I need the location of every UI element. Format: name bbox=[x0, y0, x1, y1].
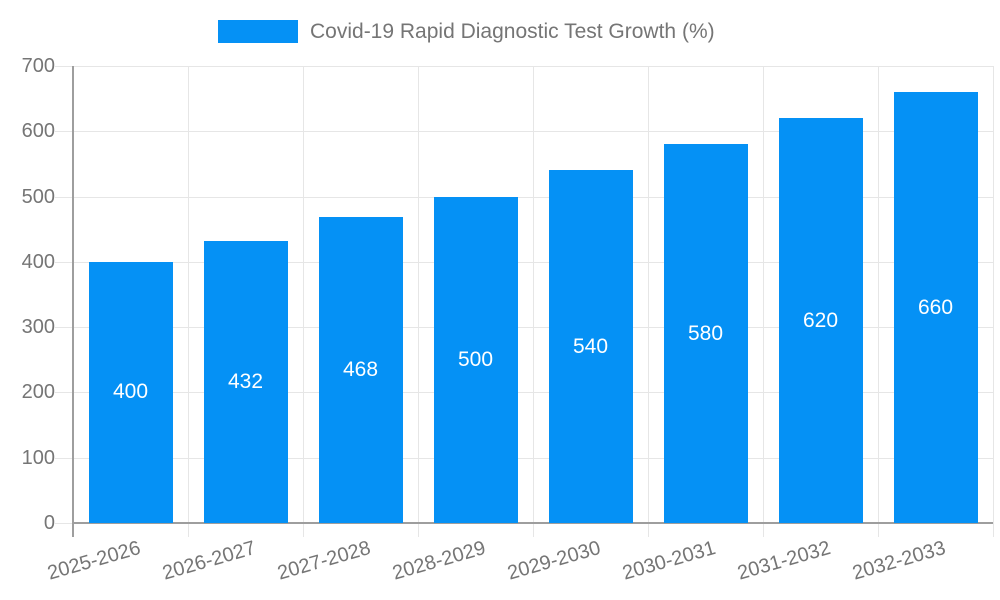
bar-value-label: 500 bbox=[457, 347, 494, 371]
y-tick bbox=[55, 66, 73, 67]
x-tick bbox=[418, 523, 419, 537]
bar[interactable] bbox=[663, 144, 748, 523]
x-gridline bbox=[418, 66, 419, 523]
x-gridline bbox=[303, 66, 304, 523]
legend-label: Covid-19 Rapid Diagnostic Test Growth (%… bbox=[310, 20, 715, 43]
x-tick bbox=[533, 523, 534, 537]
y-tick-label: 0 bbox=[43, 512, 55, 534]
y-tick bbox=[55, 457, 73, 459]
x-gridline bbox=[763, 66, 764, 523]
y-tick-label: 600 bbox=[21, 120, 55, 143]
x-tick bbox=[188, 523, 189, 537]
bar-value-label: 432 bbox=[227, 369, 264, 393]
bar[interactable] bbox=[893, 92, 978, 523]
y-tick bbox=[55, 523, 73, 524]
legend-swatch bbox=[218, 20, 298, 43]
bar-value-label: 660 bbox=[917, 295, 954, 319]
bar[interactable] bbox=[88, 261, 173, 523]
bar-value-label: 468 bbox=[342, 358, 379, 382]
bar[interactable] bbox=[548, 170, 633, 523]
y-tick-label: 400 bbox=[21, 250, 55, 273]
y-tick-label: 300 bbox=[21, 316, 55, 339]
x-gridline bbox=[533, 66, 534, 523]
x-axis-line bbox=[72, 522, 993, 524]
y-tick-label: 200 bbox=[21, 381, 55, 404]
bar-value-label: 580 bbox=[687, 321, 724, 345]
x-tick bbox=[648, 523, 649, 537]
y-tick-label: 700 bbox=[21, 55, 55, 77]
x-tick bbox=[763, 523, 764, 537]
bar[interactable] bbox=[433, 196, 518, 523]
y-tick bbox=[55, 392, 73, 394]
bar[interactable] bbox=[778, 118, 863, 523]
y-tick bbox=[55, 196, 73, 198]
bar[interactable] bbox=[318, 217, 403, 523]
x-tick bbox=[878, 523, 879, 537]
y-axis-line bbox=[72, 66, 74, 537]
x-tick bbox=[993, 523, 994, 537]
chart-legend[interactable]: Covid-19 Rapid Diagnostic Test Growth (%… bbox=[218, 20, 715, 43]
bar-value-label: 620 bbox=[802, 308, 839, 332]
x-gridline bbox=[878, 66, 879, 523]
bar[interactable] bbox=[203, 240, 288, 523]
x-gridline bbox=[993, 66, 994, 523]
x-gridline bbox=[648, 66, 649, 523]
y-tick bbox=[55, 131, 73, 133]
y-tick bbox=[55, 261, 73, 263]
y-tick-label: 100 bbox=[21, 446, 55, 469]
bar-value-label: 540 bbox=[572, 334, 609, 358]
x-gridline bbox=[188, 66, 189, 523]
y-tick-label: 500 bbox=[21, 185, 55, 208]
x-tick bbox=[303, 523, 304, 537]
bar-value-label: 400 bbox=[112, 380, 149, 404]
y-tick bbox=[55, 327, 73, 329]
